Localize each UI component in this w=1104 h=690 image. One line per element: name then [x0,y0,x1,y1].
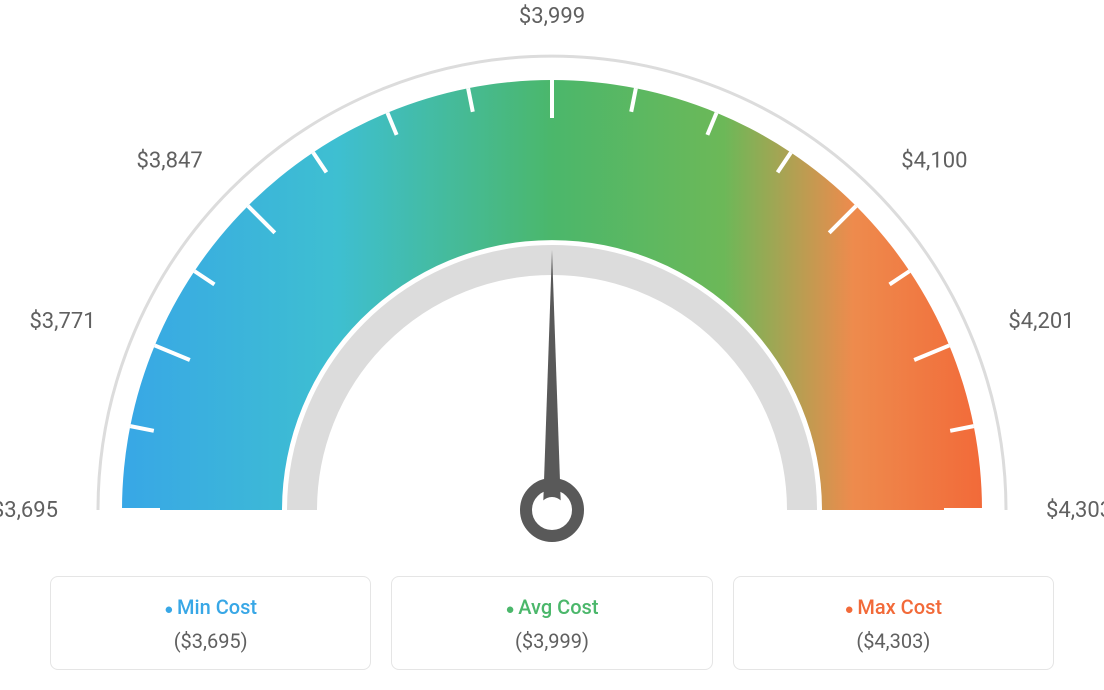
svg-text:$3,695: $3,695 [0,498,58,523]
svg-text:$3,771: $3,771 [29,309,95,334]
legend-card-min: Min Cost ($3,695) [50,576,371,670]
legend-label-min: Min Cost [61,595,360,619]
svg-text:$4,303: $4,303 [1046,498,1104,523]
svg-text:$4,100: $4,100 [901,149,967,174]
legend-label-max: Max Cost [744,595,1043,619]
gauge-area: $3,695 $3,771 $3,847 $3,999 $4,100 $4,201 $4,3… [0,0,1104,560]
svg-text:$3,999: $3,999 [519,4,585,29]
legend-label-avg: Avg Cost [402,595,701,619]
legend-value-avg: ($3,999) [402,629,701,653]
legend-row: Min Cost ($3,695) Avg Cost ($3,999) Max … [50,576,1054,670]
legend-value-max: ($4,303) [744,629,1043,653]
legend-card-max: Max Cost ($4,303) [733,576,1054,670]
cost-gauge-widget: $3,695 $3,771 $3,847 $3,999 $4,100 $4,201 $4,3… [0,0,1104,690]
legend-value-min: ($3,695) [61,629,360,653]
gauge-chart: $3,695 $3,771 $3,847 $3,999 $4,100 $4,201 $4,3… [0,0,1104,560]
legend-card-avg: Avg Cost ($3,999) [391,576,712,670]
svg-text:$4,201: $4,201 [1008,309,1074,334]
svg-text:$3,847: $3,847 [137,149,203,174]
